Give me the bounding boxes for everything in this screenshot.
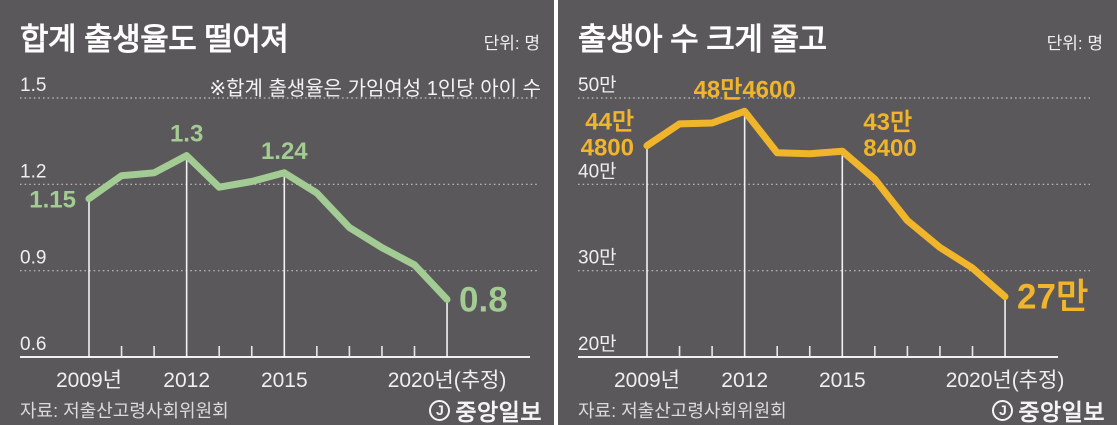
y-axis-tick-label: 0.6 xyxy=(20,334,46,355)
birth-count-chart: 50만 40만 30만 20만 2009년 2012 2015 2020년(추정) 44만480… xyxy=(578,74,1090,392)
x-axis-tick-label: 2015 xyxy=(819,369,866,392)
joongang-ilbo-logo: J 중앙일보 xyxy=(429,393,542,425)
joongang-ilbo-logo: J 중앙일보 xyxy=(992,393,1105,425)
point-value-label: 4800 xyxy=(581,135,634,162)
y-axis-tick-label: 0.9 xyxy=(20,248,46,269)
y-axis-tick-label: 30만 xyxy=(578,247,617,269)
source-label: 자료: 저출산고령사회위원회 xyxy=(20,401,229,421)
unit-label: 단위: 명 xyxy=(483,34,540,53)
point-value-label: 8400 xyxy=(863,135,916,162)
x-axis-tick-label: 2012 xyxy=(163,369,210,392)
point-value-label: 0.8 xyxy=(459,280,508,319)
x-axis-tick-label: 2012 xyxy=(721,369,768,392)
panel-fertility-rate: 합계 출생율도 떨어져 단위: 명 ※합계 출생율은 가임여성 1인당 아이 수… xyxy=(0,0,554,425)
logo-text: 중앙일보 xyxy=(455,399,542,425)
logo-text: 중앙일보 xyxy=(1018,399,1105,425)
y-axis-tick-label: 20만 xyxy=(578,333,617,355)
source-label: 자료: 저출산고령사회위원회 xyxy=(578,401,787,421)
data-line xyxy=(85,152,451,303)
y-axis-tick-label: 1.2 xyxy=(20,161,46,182)
chart-title: 합계 출생율도 떨어져 xyxy=(20,22,289,57)
logo-circle-j-icon: J xyxy=(429,399,451,421)
point-value-label: 27만 xyxy=(1017,278,1088,317)
point-value-label: 44만 xyxy=(585,109,634,136)
point-value-label: 1.24 xyxy=(261,138,308,165)
x-axis-tick-label: 2009년 xyxy=(614,369,680,392)
chart-title: 출생아 수 크게 줄고 xyxy=(578,22,827,57)
x-axis-tick-label: 2009년 xyxy=(56,369,122,392)
x-axis-tick-label: 2020년(추정) xyxy=(946,369,1065,392)
chart-note: ※합계 출생율은 가임여성 1인당 아이 수 xyxy=(209,78,541,100)
unit-label: 단위: 명 xyxy=(1046,34,1103,53)
point-value-label: 1.15 xyxy=(29,187,76,214)
point-value-label: 1.3 xyxy=(170,121,203,148)
panel-birth-count: 출생아 수 크게 줄고 단위: 명 50만 40만 30만 20만 2009년 2012 2… xyxy=(558,0,1117,425)
fertility-rate-chart: 1.5 1.2 0.9 0.6 2009년 2012 2015 2020년(추정) 1.15 1.… xyxy=(20,75,538,392)
y-axis-tick-label: 40만 xyxy=(578,160,617,182)
point-value-label: 48만4600 xyxy=(694,76,796,103)
y-axis-tick-label: 50만 xyxy=(578,74,617,96)
point-value-label: 43만 xyxy=(863,109,912,136)
logo-circle-j-icon: J xyxy=(992,399,1014,421)
data-line xyxy=(643,107,1009,301)
x-axis-tick-label: 2015 xyxy=(261,369,308,392)
y-axis-tick-label: 1.5 xyxy=(20,75,46,96)
x-axis-tick-label: 2020년(추정) xyxy=(388,369,507,392)
